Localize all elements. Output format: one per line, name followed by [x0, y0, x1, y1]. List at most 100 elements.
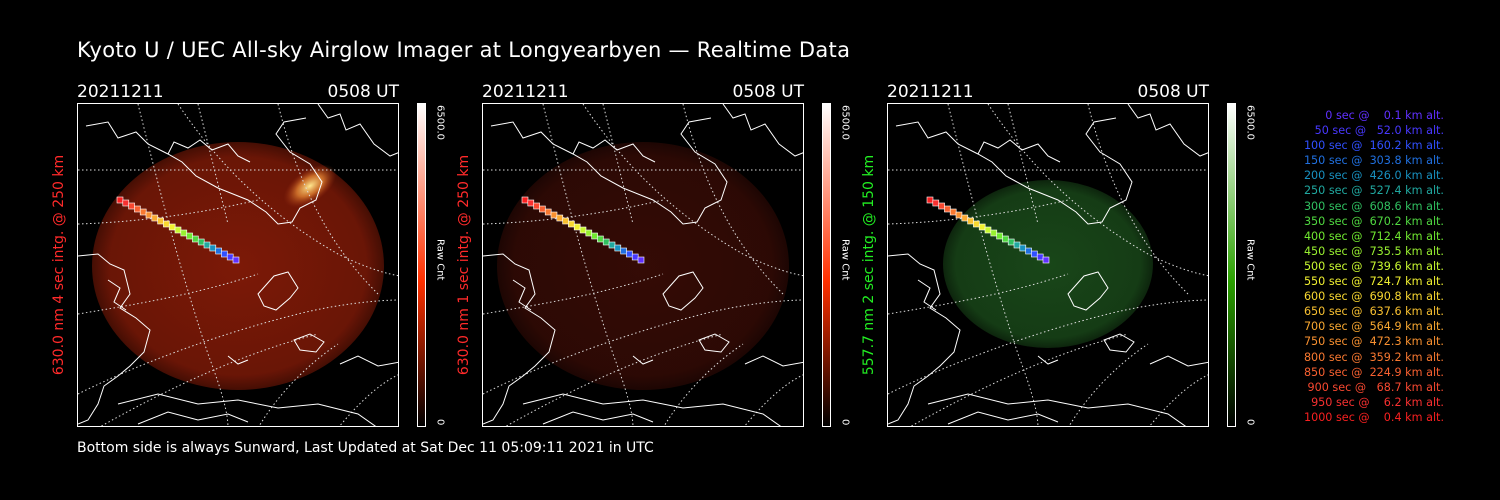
trajectory-marker [608, 241, 616, 249]
panel-side-label: 630.0 nm 1 sec intg. @ 250 km [456, 154, 472, 376]
trajectory-marker [926, 196, 934, 204]
footer-status: Bottom side is always Sunward, Last Upda… [77, 440, 654, 456]
coastline [257, 271, 299, 311]
grid-line [987, 104, 1208, 277]
panel-side-label: 630.0 nm 4 sec intg. @ 250 km [51, 154, 67, 376]
grid-line [1087, 104, 1189, 295]
coastline [117, 393, 377, 426]
trajectory-marker [1042, 256, 1050, 264]
trajectory-marker [215, 247, 222, 255]
trajectory-marker [637, 256, 645, 264]
coastline [744, 355, 803, 367]
coastline [888, 253, 961, 425]
trajectory-marker [978, 223, 986, 231]
trajectory-marker [597, 235, 604, 243]
trajectory-marker [573, 223, 581, 231]
trajectory-marker [579, 226, 587, 234]
trajectory-marker [134, 205, 141, 213]
coastline [1067, 271, 1109, 311]
legend-row: 450 sec @ 735.5 km alt. [1303, 244, 1444, 258]
trajectory-marker [1019, 244, 1027, 252]
coastline [512, 279, 532, 311]
coastline [927, 393, 1187, 426]
legend-row: 50 sec @ 52.0 km alt. [1314, 124, 1444, 138]
trajectory-marker [145, 211, 153, 219]
trajectory-marker [938, 202, 945, 210]
trajectory-marker [550, 211, 558, 219]
colorbar-min: 0 [1244, 418, 1256, 425]
trajectory-marker [1002, 235, 1009, 243]
trajectory-marker [944, 205, 951, 213]
legend-row: 550 sec @ 724.7 km alt. [1303, 275, 1444, 289]
grid-line [339, 374, 398, 426]
trajectory-marker [151, 214, 159, 222]
coastline [662, 271, 704, 311]
coastline [722, 104, 803, 157]
coastline [490, 117, 728, 225]
trajectory-marker [626, 250, 633, 258]
coastline [632, 355, 654, 365]
trajectory-marker [585, 229, 593, 237]
trajectory-marker [180, 229, 188, 237]
coastline [78, 253, 151, 425]
legend-row: 0 sec @ 0.1 km alt. [1325, 109, 1444, 122]
legend-row: 950 sec @ 6.2 km alt. [1311, 395, 1444, 409]
trajectory-marker [221, 250, 228, 258]
coastline [317, 104, 398, 157]
legend-row: 250 sec @ 527.4 km alt. [1303, 184, 1444, 198]
colorbar-max: 6500.0 [434, 105, 446, 140]
grid-line [100, 333, 319, 426]
legend-row: 1000 sec @ 0.4 km alt. [1303, 410, 1444, 424]
grid-line [910, 333, 1129, 426]
coastline [1037, 355, 1059, 365]
coastline [227, 355, 249, 365]
grid-line [277, 104, 379, 295]
legend-row: 350 sec @ 670.2 km alt. [1303, 214, 1444, 228]
coastline [917, 279, 937, 311]
allsky-image [77, 103, 399, 427]
legend-row: 900 sec @ 68.7 km alt. [1307, 380, 1445, 394]
trajectory-marker [186, 232, 193, 240]
coastline [1103, 333, 1135, 353]
coastline [293, 333, 325, 353]
coastline [947, 411, 1059, 425]
panel-1: 20211211 0508 UT 630.0 nm 4 sec intg. @ … [51, 80, 477, 430]
panel-time: 0508 UT [732, 82, 805, 102]
trajectory-marker [1007, 238, 1015, 246]
legend-row: 300 sec @ 608.6 km alt. [1303, 199, 1444, 213]
coastline [1149, 355, 1208, 367]
altitude-legend: 0 sec @ 0.1 km alt. 50 sec @ 52.0 km alt.… [1262, 108, 1444, 425]
trajectory-marker [1025, 247, 1032, 255]
sky-map-svg [483, 104, 803, 426]
trajectory-marker [128, 202, 135, 210]
sky-map-svg [888, 104, 1208, 426]
aurora-patch [283, 164, 337, 208]
legend-row: 650 sec @ 637.6 km alt. [1303, 305, 1444, 319]
trajectory-marker [996, 232, 1003, 240]
coastline [698, 333, 730, 353]
panel-date: 20211211 [482, 82, 569, 102]
grid-line [1149, 374, 1208, 426]
trajectory-marker [614, 244, 622, 252]
coastline [167, 139, 251, 163]
grid-line [744, 374, 803, 426]
panel-date: 20211211 [887, 82, 974, 102]
page-title: Kyoto U / UEC All-sky Airglow Imager at … [77, 38, 851, 62]
coastline [85, 117, 323, 225]
trajectory-marker [984, 226, 992, 234]
trajectory-marker [174, 226, 182, 234]
grid-line [1068, 343, 1149, 426]
coastline [522, 393, 782, 426]
trajectory-marker [168, 223, 176, 231]
trajectory-marker [232, 256, 240, 264]
trajectory-marker [116, 196, 124, 204]
coastline [137, 411, 249, 425]
trajectory-marker [157, 217, 164, 225]
trajectory-marker [122, 199, 130, 207]
trajectory-marker [602, 238, 610, 246]
trajectory-marker [990, 229, 998, 237]
coastline [107, 279, 127, 311]
sky-map-svg [78, 104, 398, 426]
grid-line [137, 104, 229, 426]
legend-row: 700 sec @ 564.9 km alt. [1303, 320, 1444, 334]
